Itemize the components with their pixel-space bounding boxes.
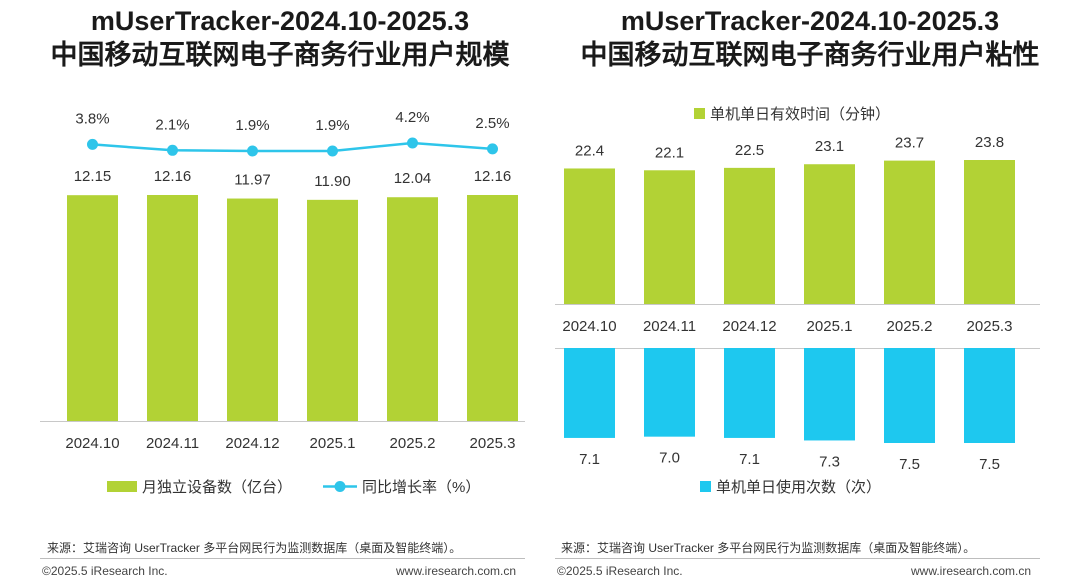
right-x-tick-label: 2024.12 <box>722 318 776 335</box>
user-scale-bar-label: 11.90 <box>314 173 350 190</box>
user-scale-bar-label: 12.16 <box>474 168 512 185</box>
legend-bar-label: 月独立设备数（亿台） <box>142 479 292 496</box>
usage-time-bar <box>724 167 775 304</box>
right-x-tick-label: 2025.2 <box>887 318 933 335</box>
usage-time-label: 23.8 <box>975 134 1004 151</box>
left-x-tick-label: 2024.12 <box>225 435 279 452</box>
user-scale-bar-label: 12.16 <box>154 168 192 185</box>
legend-time-label: 单机单日有效时间（分钟） <box>710 106 890 123</box>
usage-count-bar <box>644 348 695 437</box>
usage-count-bar <box>804 348 855 441</box>
legend-line-marker <box>334 481 346 492</box>
growth-rate-point <box>487 143 498 155</box>
growth-rate-line <box>92 141 493 153</box>
growth-rate-label: 2.1% <box>155 116 189 133</box>
left-divider <box>40 558 525 559</box>
right-title-line1: mUserTracker-2024.10-2025.3 <box>620 6 1000 36</box>
usage-count-label: 7.1 <box>739 451 760 468</box>
legend-count-label: 单机单日使用次数（次） <box>716 479 881 496</box>
usage-count-bar <box>884 348 935 443</box>
growth-rate-point <box>87 138 98 150</box>
right-source-note: 来源：艾瑞咨询 UserTracker 多平台网民行为监测数据库（桌面及智能终端… <box>561 541 976 555</box>
growth-rate-label: 3.8% <box>75 110 109 127</box>
growth-rate-label: 1.9% <box>235 117 269 134</box>
user-scale-bar-label: 11.97 <box>234 172 270 189</box>
right-chart-title: mUserTracker-2024.10-2025.3 中国移动互联网电子商务行… <box>540 4 1080 72</box>
right-x-tick-label: 2025.3 <box>967 318 1013 335</box>
usage-time-bar <box>804 164 855 304</box>
user-scale-bar-label: 12.04 <box>394 170 432 187</box>
usage-count-bar <box>724 348 775 438</box>
legend-bar-swatch <box>107 481 137 492</box>
usage-time-label: 23.1 <box>815 138 844 155</box>
usage-count-label: 7.5 <box>899 456 920 473</box>
left-website: www.iresearch.com.cn <box>396 564 517 578</box>
left-x-tick-label: 2024.11 <box>146 435 199 452</box>
user-scale-bar <box>67 195 118 421</box>
legends: 月独立设备数（亿台） 同比增长率（%） 单机单日有效时间（分钟） 单机单日使用次数（次… <box>107 106 890 496</box>
usage-time-label: 22.5 <box>735 142 764 159</box>
left-chart-title: mUserTracker-2024.10-2025.3 中国移动互联网电子商务行… <box>0 4 560 72</box>
right-title-line2: 中国移动互联网电子商务行业用户粘性 <box>580 40 1040 70</box>
usage-count-label: 7.5 <box>979 456 1000 473</box>
growth-rate-point <box>247 145 258 157</box>
legend-time-swatch <box>694 108 705 119</box>
user-scale-bar <box>147 195 198 421</box>
right-website: www.iresearch.com.cn <box>911 564 1032 578</box>
usage-time-bar <box>564 168 615 304</box>
left-x-tick-label: 2025.1 <box>310 435 356 452</box>
usage-count-bar <box>964 348 1015 443</box>
usage-count-label: 7.1 <box>579 451 600 468</box>
right-x-tick-label: 2024.10 <box>562 318 616 335</box>
left-x-tick-label: 2025.3 <box>470 435 516 452</box>
user-stickiness-chart: 22.4 2024.10 7.1 22.1 2024.11 7.0 22.5 2024.12 7… <box>555 134 1040 473</box>
left-source-note: 来源：艾瑞咨询 UserTracker 多平台网民行为监测数据库（桌面及智能终端… <box>47 541 462 555</box>
left-x-tick-label: 2025.2 <box>390 435 436 452</box>
growth-rate-label: 4.2% <box>395 109 429 126</box>
growth-rate-label: 2.5% <box>475 115 509 132</box>
usage-count-label: 7.0 <box>659 450 680 467</box>
user-scale-chart: 12.15 2024.10 12.16 2024.11 11.97 2024.12 11.9… <box>40 109 525 452</box>
usage-time-bar <box>644 170 695 304</box>
usage-time-bar <box>964 160 1015 304</box>
usage-time-label: 22.4 <box>575 142 604 159</box>
user-scale-bar <box>227 198 278 421</box>
usage-time-label: 23.7 <box>895 135 924 152</box>
user-scale-bar <box>307 199 358 421</box>
user-scale-bar-label: 12.15 <box>74 168 112 185</box>
left-copyright: ©2025.5 iResearch Inc. <box>42 564 168 578</box>
growth-rate-label: 1.9% <box>315 117 349 134</box>
usage-count-bar <box>564 348 615 438</box>
right-divider <box>555 558 1040 559</box>
right-copyright: ©2025.5 iResearch Inc. <box>557 564 683 578</box>
user-scale-bar <box>387 197 438 421</box>
legend-line-label: 同比增长率（%） <box>362 479 480 496</box>
growth-rate-point <box>407 137 418 149</box>
usage-time-label: 22.1 <box>655 144 684 161</box>
right-x-tick-label: 2024.11 <box>643 318 696 335</box>
usage-count-label: 7.3 <box>819 453 840 470</box>
left-x-tick-label: 2024.10 <box>65 435 119 452</box>
left-title-line1: mUserTracker-2024.10-2025.3 <box>90 6 470 36</box>
legend-count-swatch <box>700 481 711 492</box>
growth-rate-point <box>327 145 338 157</box>
left-title-line2: 中国移动互联网电子商务行业用户规模 <box>50 40 510 70</box>
usage-time-bar <box>884 160 935 304</box>
right-x-tick-label: 2025.1 <box>807 318 853 335</box>
growth-rate-point <box>167 144 178 156</box>
user-scale-bar <box>467 195 518 421</box>
